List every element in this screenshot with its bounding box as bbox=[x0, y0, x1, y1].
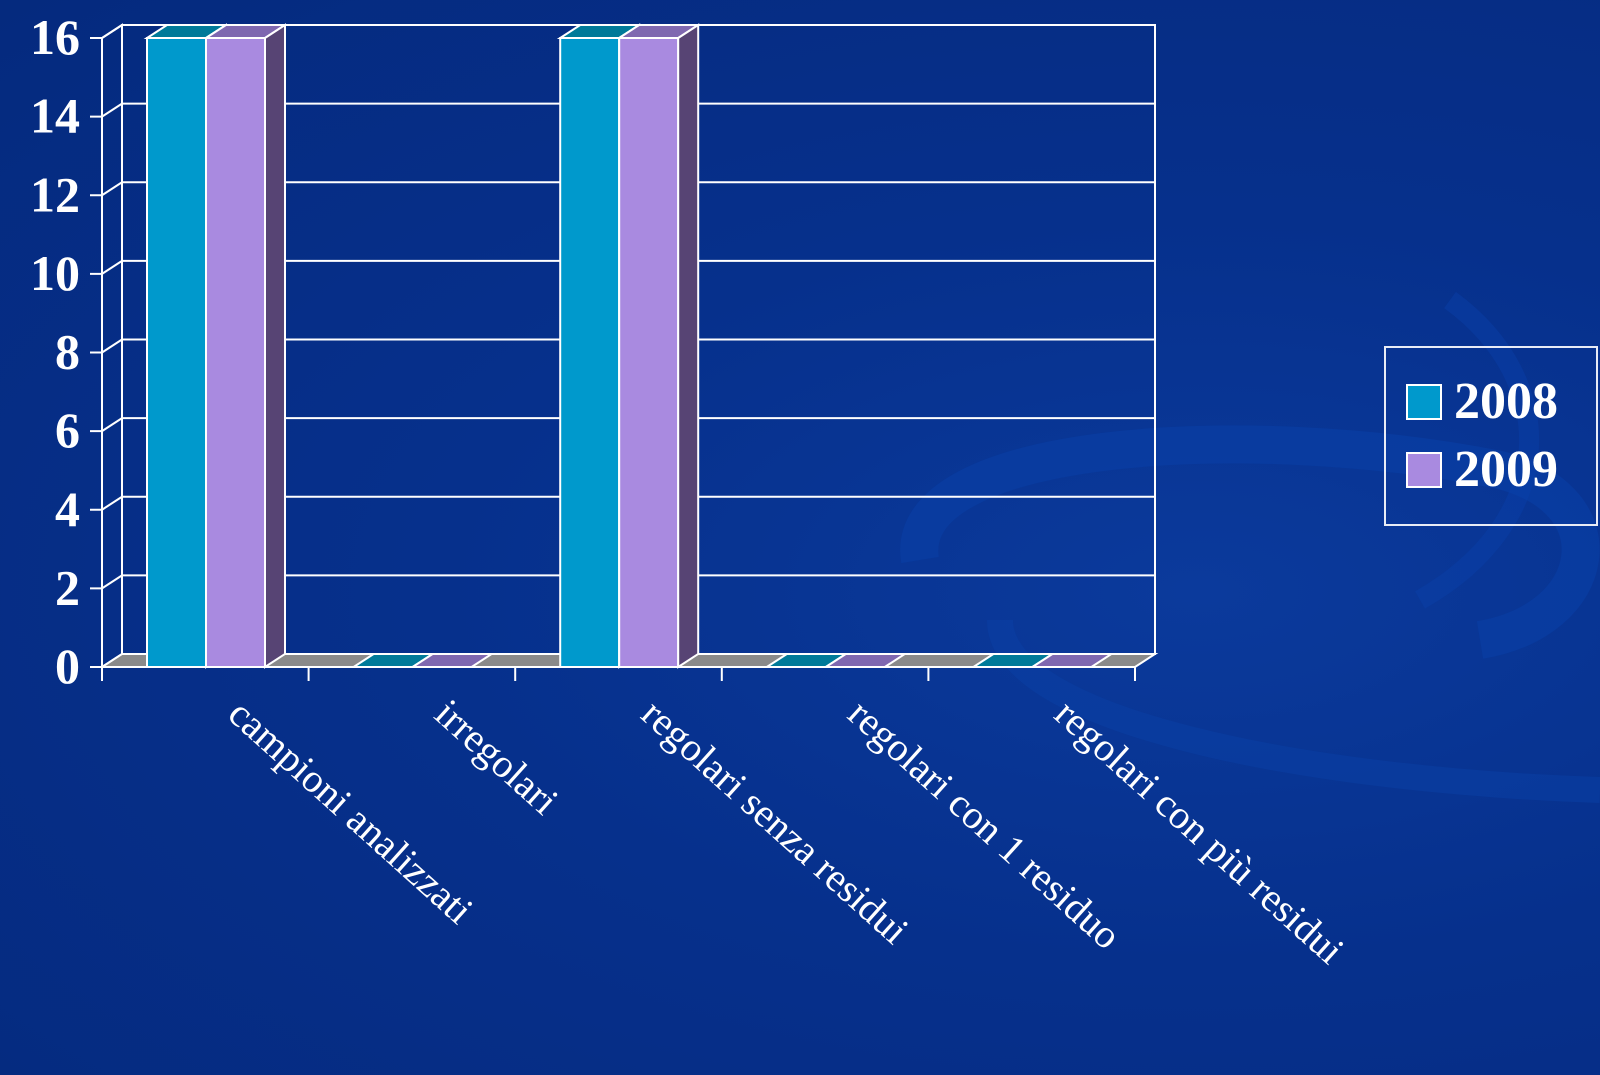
y-tick-label: 16 bbox=[30, 9, 80, 65]
bar-2008-2-front bbox=[559, 37, 621, 668]
gridline-side bbox=[101, 260, 123, 275]
y-tick-label: 4 bbox=[55, 481, 80, 537]
bar-2009-0-side bbox=[264, 23, 286, 669]
y-tick-label: 12 bbox=[30, 166, 80, 222]
bars-group bbox=[143, 23, 1115, 669]
legend-swatch-2009 bbox=[1406, 452, 1442, 488]
legend-label-2008: 2008 bbox=[1454, 373, 1558, 430]
y-tick-labels: 0 2 4 6 8 10 12 14 16 bbox=[30, 9, 80, 694]
gridline-side bbox=[101, 495, 123, 511]
bar-2009-2 bbox=[615, 23, 702, 669]
y-tick-label: 0 bbox=[55, 638, 80, 694]
axes bbox=[90, 37, 1136, 681]
gridline-side bbox=[101, 338, 123, 354]
legend: 2008 2009 bbox=[1384, 346, 1598, 526]
gridline-side bbox=[101, 24, 123, 39]
y-tick-label: 2 bbox=[55, 559, 80, 615]
bar-2009-2-front bbox=[618, 37, 680, 668]
bar-2009-0 bbox=[202, 23, 289, 669]
y-tick-label: 10 bbox=[30, 245, 80, 301]
y-tick-label: 6 bbox=[55, 402, 80, 458]
y-tick-label: 8 bbox=[55, 324, 80, 380]
bar-2009-2-side bbox=[677, 23, 700, 669]
gridline-side bbox=[101, 417, 123, 432]
legend-swatch-2008 bbox=[1406, 384, 1442, 420]
gridline-side bbox=[101, 574, 123, 590]
x-category-label: irregolari bbox=[427, 690, 568, 823]
gridline-side bbox=[101, 102, 123, 118]
legend-label-2009: 2009 bbox=[1454, 441, 1558, 498]
gridline-side bbox=[101, 181, 123, 197]
bar-2008-0-front bbox=[146, 37, 207, 668]
legend-item-2009: 2009 bbox=[1406, 440, 1558, 500]
legend-item-2008: 2008 bbox=[1406, 372, 1558, 432]
y-tick-label: 14 bbox=[30, 88, 80, 144]
bar-2009-0-front bbox=[205, 37, 266, 668]
